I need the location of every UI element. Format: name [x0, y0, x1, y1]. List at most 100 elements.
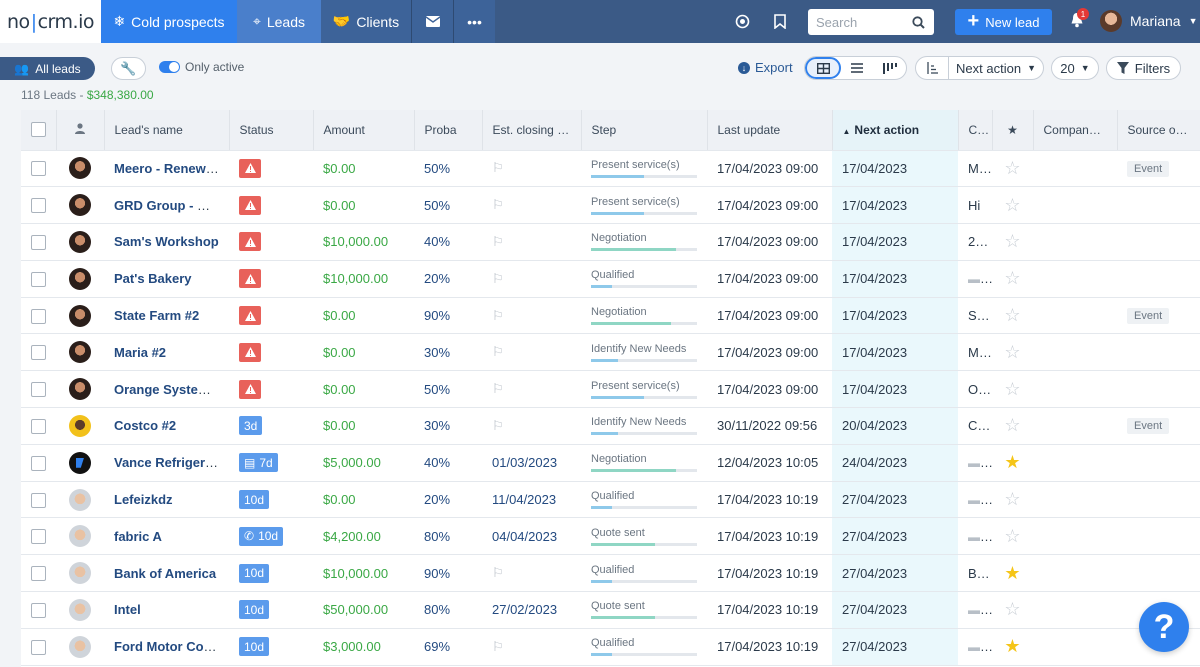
flag-icon[interactable]: ⚐ — [492, 233, 504, 249]
flag-icon[interactable]: ⚐ — [492, 197, 504, 213]
row-checkbox[interactable] — [31, 455, 46, 471]
per-page-dropdown[interactable]: 20 ▼ — [1051, 56, 1099, 80]
target-icon[interactable] — [735, 14, 750, 29]
star-icon[interactable]: ☆ — [1004, 378, 1021, 399]
column-header-closing[interactable]: Est. closing d... — [482, 110, 582, 151]
lead-name-link[interactable]: Pat's Bakery — [114, 271, 192, 287]
star-icon[interactable]: ☆ — [1004, 415, 1021, 436]
new-lead-button[interactable]: + New lead — [955, 9, 1052, 35]
row-checkbox[interactable] — [31, 382, 46, 398]
table-row[interactable]: Orange System... $0.00 50% ⚐ Present service… — [21, 370, 1200, 409]
user-menu[interactable]: Mariana ▼ — [1100, 10, 1198, 32]
table-row[interactable]: Bank of America 10d $10,000.00 90% ⚐ Qualifie… — [21, 554, 1200, 593]
star-icon[interactable]: ☆ — [1004, 305, 1021, 326]
help-button[interactable]: ? — [1139, 602, 1189, 652]
row-checkbox[interactable] — [31, 198, 46, 214]
closing-date[interactable]: 04/04/2023 — [492, 528, 558, 544]
column-header-company[interactable]: Company ... — [1033, 110, 1118, 151]
table-row[interactable]: Vance Refrigera... ▤ 7d $5,000.00 40% 01/03/2… — [21, 444, 1200, 482]
closing-date[interactable]: 27/02/2023 — [492, 602, 558, 618]
lead-name-link[interactable]: Costco #2 — [114, 418, 177, 434]
closing-date[interactable]: 01/03/2023 — [492, 455, 558, 471]
flag-icon[interactable]: ⚐ — [492, 270, 504, 286]
table-row[interactable]: Sam's Workshop $10,000.00 40% ⚐ Negotiation 1… — [21, 223, 1200, 261]
lead-name-link[interactable]: Vance Refrigera... — [114, 455, 224, 471]
pipeline-view-button[interactable] — [874, 57, 906, 79]
tab-cold-prospects[interactable]: ❄ Cold prospects — [101, 0, 237, 43]
table-row[interactable]: Ford Motor Com... 10d $3,000.00 69% ⚐ Qualifi… — [21, 628, 1200, 666]
flag-icon[interactable]: ⚐ — [492, 160, 504, 176]
table-row[interactable]: Maria #2 $0.00 30% ⚐ Identify New Needs 17/04… — [21, 333, 1200, 372]
select-all-checkbox[interactable] — [30, 122, 46, 138]
row-checkbox[interactable] — [31, 308, 46, 324]
filters-button[interactable]: Filters — [1106, 56, 1181, 80]
list-view-button[interactable] — [841, 57, 873, 79]
row-checkbox[interactable] — [31, 345, 46, 361]
row-checkbox[interactable] — [31, 602, 46, 618]
tab-clients[interactable]: 🤝 Clients — [321, 0, 411, 43]
star-icon[interactable]: ☆ — [1004, 231, 1021, 252]
lead-name-link[interactable]: State Farm #2 — [114, 308, 200, 324]
lead-name-link[interactable]: fabric A — [114, 528, 162, 544]
search-input[interactable] — [816, 14, 912, 30]
lead-name-link[interactable]: Maria #2 — [114, 344, 167, 360]
lead-name-link[interactable]: Sam's Workshop — [114, 234, 219, 250]
table-row[interactable]: Meero - Renewa... $0.00 50% ⚐ Present servic… — [21, 150, 1200, 188]
flag-icon[interactable]: ⚐ — [492, 381, 504, 397]
row-checkbox[interactable] — [31, 271, 46, 287]
all-leads-button[interactable]: 👥 All leads — [0, 57, 95, 80]
column-header-source[interactable]: Source of ... — [1117, 110, 1200, 151]
table-row[interactable]: State Farm #2 $0.00 90% ⚐ Negotiation 17/04/2… — [21, 297, 1200, 335]
flag-icon[interactable]: ⚐ — [492, 417, 504, 433]
row-checkbox[interactable] — [31, 566, 46, 582]
row-checkbox[interactable] — [31, 235, 46, 251]
star-icon[interactable]: ☆ — [1004, 268, 1021, 289]
lead-name-link[interactable]: GRD Group - Re... — [114, 197, 225, 213]
row-checkbox[interactable] — [31, 419, 46, 434]
column-header-proba[interactable]: Proba — [414, 110, 483, 151]
star-icon[interactable]: ★ — [1004, 452, 1021, 473]
column-header-star[interactable]: ★ — [992, 110, 1034, 151]
lead-name-link[interactable]: Ford Motor Com... — [114, 639, 226, 655]
flag-icon[interactable]: ⚐ — [492, 344, 504, 360]
star-icon[interactable]: ☆ — [1004, 599, 1021, 620]
star-icon[interactable]: ☆ — [1004, 525, 1021, 546]
owner-header[interactable] — [56, 110, 105, 151]
sort-field-dropdown[interactable]: Next action ▼ — [948, 56, 1044, 80]
star-icon[interactable]: ☆ — [1004, 157, 1021, 178]
flag-icon[interactable]: ⚐ — [492, 307, 504, 323]
lead-name-link[interactable]: Intel — [114, 602, 141, 618]
only-active-toggle[interactable] — [159, 61, 180, 73]
column-header-name[interactable]: Lead's name — [104, 110, 230, 151]
flag-icon[interactable]: ⚐ — [492, 638, 504, 654]
star-icon[interactable]: ★ — [1004, 636, 1021, 657]
row-checkbox[interactable] — [31, 161, 46, 177]
table-view-button[interactable] — [805, 57, 842, 79]
column-header-amount[interactable]: Amount — [313, 110, 415, 151]
lead-name-link[interactable]: Lefeizkdz — [114, 492, 173, 508]
star-icon[interactable]: ☆ — [1004, 341, 1021, 362]
row-checkbox[interactable] — [31, 639, 46, 655]
search-icon[interactable] — [912, 15, 925, 29]
logo[interactable]: no | crm.io — [0, 0, 101, 43]
table-row[interactable]: Pat's Bakery $10,000.00 20% ⚐ Qualified 17/04… — [21, 260, 1200, 298]
closing-date[interactable]: 11/04/2023 — [492, 492, 557, 508]
table-row[interactable]: GRD Group - Re... $0.00 50% ⚐ Present servic… — [21, 186, 1200, 225]
column-header-last-update[interactable]: Last update — [707, 110, 833, 151]
table-row[interactable]: Costco #2 3d $0.00 30% ⚐ Identify New Needs 30… — [21, 407, 1200, 445]
table-row[interactable]: fabric A ✆ 10d $4,200.00 80% 04/04/2023 Quote … — [21, 517, 1200, 556]
sort-order-button[interactable] — [915, 56, 949, 80]
star-icon[interactable]: ☆ — [1004, 194, 1021, 215]
export-button[interactable]: ↓ Export — [738, 60, 793, 75]
more-button[interactable]: ••• — [453, 0, 495, 43]
mail-button[interactable] — [411, 0, 453, 43]
flag-icon[interactable]: ⚐ — [492, 565, 504, 581]
star-icon[interactable]: ★ — [1004, 562, 1021, 583]
column-header-c[interactable]: C... — [958, 110, 993, 151]
table-row[interactable]: Lefeizkdz 10d $0.00 20% 11/04/2023 Qualified 1… — [21, 481, 1200, 519]
row-checkbox[interactable] — [31, 492, 46, 508]
lead-name-link[interactable]: Bank of America — [114, 565, 217, 581]
tab-leads[interactable]: ⌖ Leads — [237, 0, 321, 43]
row-checkbox[interactable] — [31, 529, 46, 545]
star-icon[interactable]: ☆ — [1004, 489, 1021, 510]
